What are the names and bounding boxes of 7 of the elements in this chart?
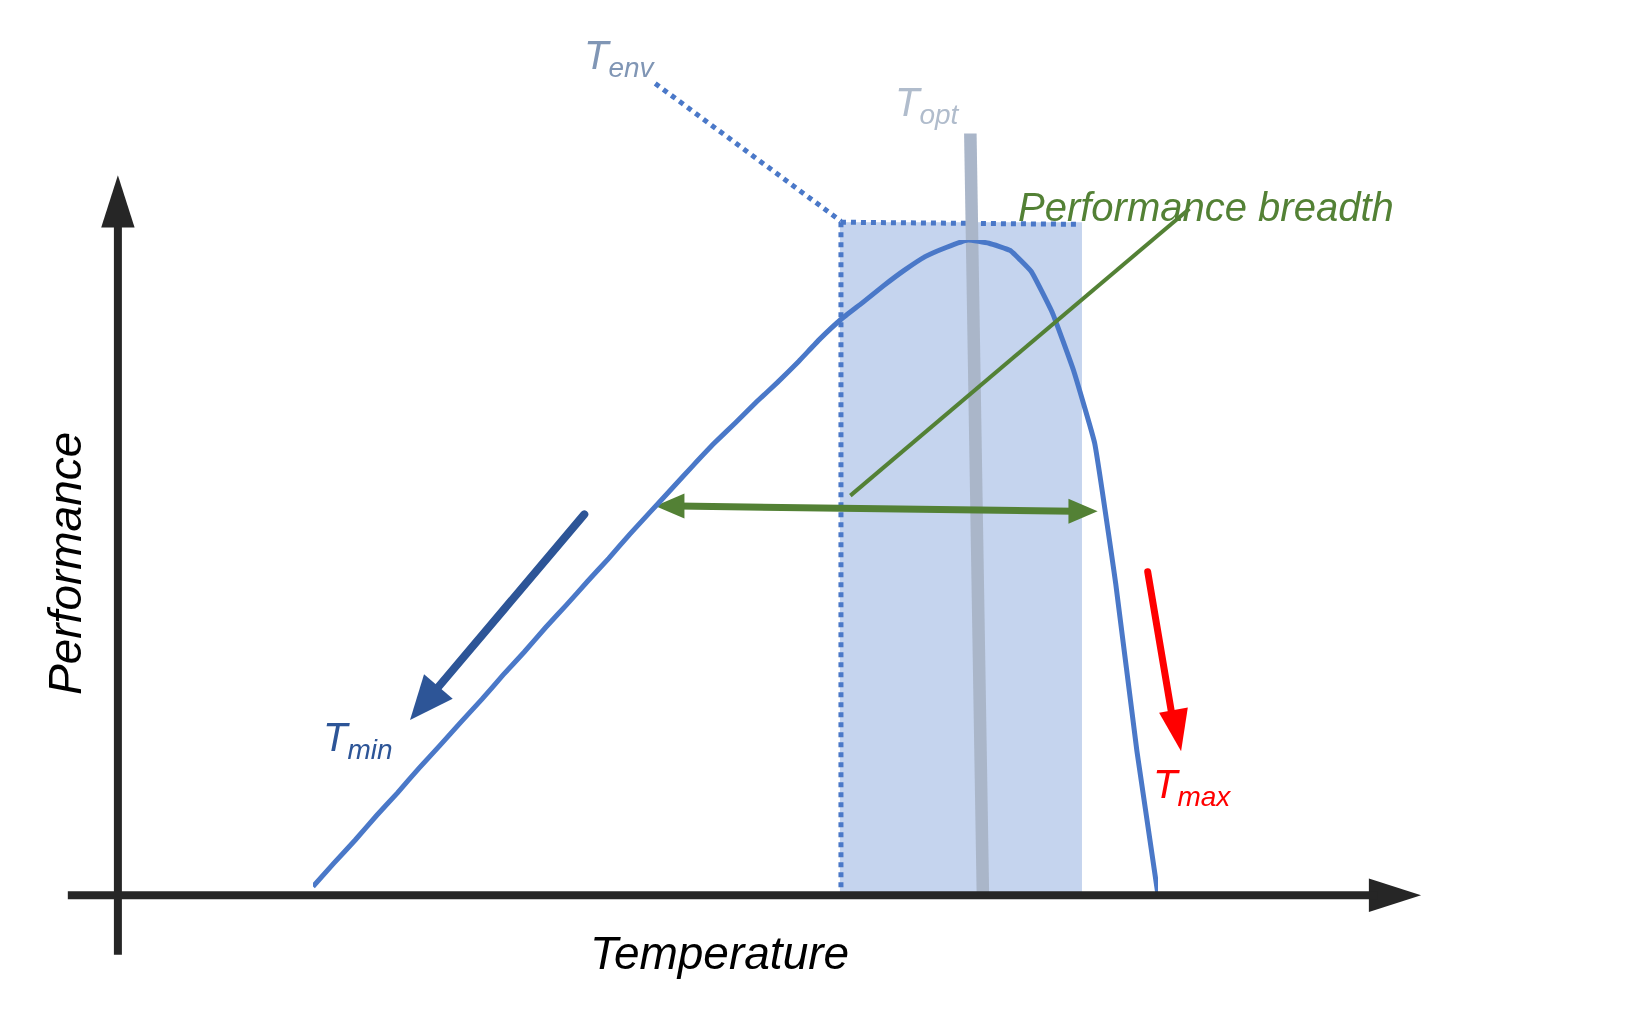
text: T$_{opt}$ (895, 80, 960, 131)
text: T$_{env}$ (584, 33, 656, 84)
annotation: T$_{min}$ (323, 715, 393, 766)
x-axis-title: Temperature (590, 927, 850, 979)
y-axis-title: Performance (39, 431, 92, 695)
annotation: T$_{max}$ (1153, 762, 1232, 813)
text: Performance breadth (1018, 185, 1394, 229)
